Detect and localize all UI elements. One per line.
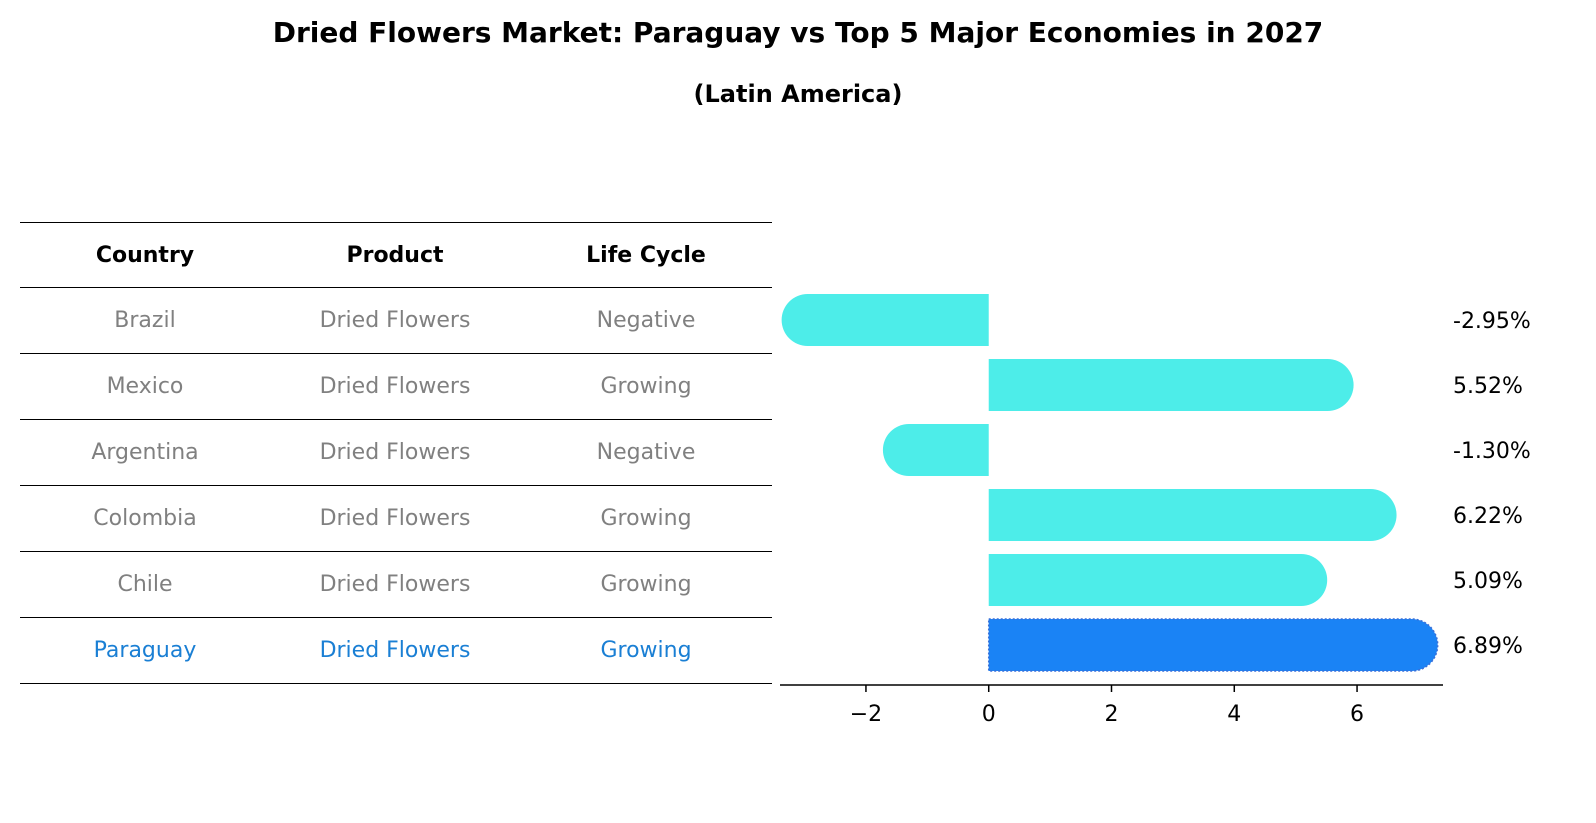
table-header-row: Country Product Life Cycle xyxy=(20,222,772,288)
country-cell: Brazil xyxy=(114,308,176,333)
table-row-highlight: Paraguay Dried Flowers Growing xyxy=(20,618,772,684)
life-cycle-cell: Growing xyxy=(600,374,692,399)
bar-paraguay xyxy=(987,618,1439,672)
product-cell: Dried Flowers xyxy=(319,506,471,531)
life-cycle-cell: Growing xyxy=(600,506,692,531)
table-row: Chile Dried Flowers Growing xyxy=(20,552,772,618)
x-tick-label: 0 xyxy=(982,702,996,727)
data-label: 5.52% xyxy=(1453,374,1523,399)
life-cycle-cell: Growing xyxy=(600,572,692,597)
x-tick-label: 2 xyxy=(1105,702,1119,727)
country-cell: Chile xyxy=(117,572,173,597)
product-cell: Dried Flowers xyxy=(319,572,471,597)
x-tick-label: 4 xyxy=(1227,702,1241,727)
bar-chart: -2.95% 5.52% -1.30% 6.22% 5.09% 6.89% −2 0 2 4 6 xyxy=(780,294,1531,727)
table-row: Mexico Dried Flowers Growing xyxy=(20,354,772,420)
x-tick-label: −2 xyxy=(850,702,882,727)
bar-colombia xyxy=(988,489,1397,541)
chart-subtitle: (Latin America) xyxy=(693,80,903,108)
header-product: Product xyxy=(346,242,444,268)
data-label: -1.30% xyxy=(1453,439,1531,464)
table-row: Brazil Dried Flowers Negative xyxy=(20,288,772,354)
product-cell: Dried Flowers xyxy=(319,374,471,399)
data-label: 5.09% xyxy=(1453,569,1523,594)
product-cell: Dried Flowers xyxy=(319,638,471,663)
data-label: -2.95% xyxy=(1453,309,1531,334)
data-label: 6.89% xyxy=(1453,634,1523,659)
comparison-table: Country Product Life Cycle Brazil Dried … xyxy=(20,222,772,684)
bar-chile xyxy=(988,554,1328,606)
country-cell: Mexico xyxy=(106,374,184,399)
country-cell: Paraguay xyxy=(93,638,197,663)
bar-brazil xyxy=(781,294,989,346)
header-life-cycle: Life Cycle xyxy=(586,242,706,268)
life-cycle-cell: Negative xyxy=(596,440,696,465)
x-tick-label: 6 xyxy=(1350,702,1364,727)
bar-mexico xyxy=(988,359,1354,411)
header-country: Country xyxy=(95,242,195,268)
product-cell: Dried Flowers xyxy=(319,308,471,333)
country-cell: Colombia xyxy=(93,506,197,531)
life-cycle-cell: Growing xyxy=(600,638,692,663)
product-cell: Dried Flowers xyxy=(319,440,471,465)
life-cycle-cell: Negative xyxy=(596,308,696,333)
table-row: Argentina Dried Flowers Negative xyxy=(20,420,772,486)
data-label: 6.22% xyxy=(1453,504,1523,529)
chart-title: Dried Flowers Market: Paraguay vs Top 5 … xyxy=(272,16,1324,49)
bar-argentina xyxy=(882,424,989,476)
table-row: Colombia Dried Flowers Growing xyxy=(20,486,772,552)
country-cell: Argentina xyxy=(91,440,199,465)
